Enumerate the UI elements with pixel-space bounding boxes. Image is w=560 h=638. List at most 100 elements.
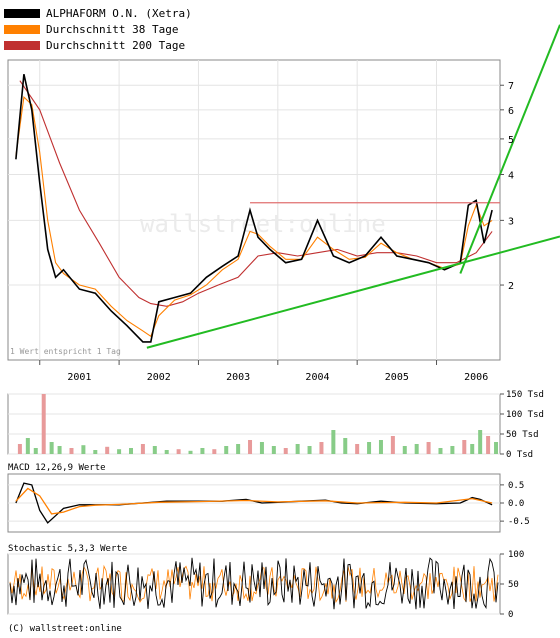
volume-bar: [33, 448, 38, 454]
price-y-tick-label: 6: [508, 106, 514, 117]
price-y-tick-label: 7: [508, 81, 514, 92]
volume-bar: [164, 450, 169, 454]
volume-bar: [355, 444, 360, 454]
price-y-tick-label: 4: [508, 170, 514, 181]
volume-bar: [57, 446, 62, 454]
volume-y-tick-label: 0 Tsd: [506, 450, 533, 460]
price-x-tick-label: 2002: [147, 372, 171, 383]
stochastic-y-tick-label: 100: [508, 550, 524, 560]
volume-bar: [81, 445, 86, 454]
macd-y-ticks: 0.5 0.0 -0.5: [500, 481, 530, 527]
volume-bar: [25, 438, 30, 454]
volume-bar: [212, 449, 217, 454]
price-series-line-2: [19, 80, 493, 307]
stochastic-grid: [8, 553, 500, 615]
volume-bar: [450, 446, 455, 454]
volume-bar: [140, 444, 145, 454]
volume-y-tick-unit: Tsd: [511, 450, 533, 460]
footer-copyright: (C) wallstreet:online: [8, 624, 122, 634]
volume-bar: [331, 430, 336, 454]
volume-bar: [17, 444, 22, 454]
legend-swatch-ma200: [4, 41, 40, 50]
volume-y-tick-label: 50 Tsd: [506, 430, 539, 440]
watermark: wallstreet:online: [140, 210, 386, 238]
stochastic-title: Stochastic 5,3,3 Werte: [8, 544, 127, 554]
macd-y-tick-label: 0.5: [508, 481, 524, 491]
volume-bar: [319, 442, 324, 454]
price-y-tick-label: 3: [508, 216, 514, 227]
price-panel: wallstreet:online 1 Wert entspricht 1 Ta…: [7, 24, 560, 383]
volume-bar: [462, 440, 467, 454]
macd-y-tick-label: 0.0: [508, 499, 524, 509]
macd-series-line-1: [15, 487, 493, 515]
price-x-tick-label: 2001: [67, 372, 91, 383]
macd-y-tick-label: -0.5: [508, 517, 530, 527]
volume-bar: [295, 444, 300, 454]
volume-bar: [224, 446, 229, 454]
volume-bar: [117, 449, 122, 454]
volume-y-tick-label: 150 Tsd: [506, 390, 544, 400]
volume-bar: [49, 442, 54, 454]
legend: ALPHAFORM O.N. (Xetra) Durchschnitt 38 T…: [4, 7, 192, 52]
volume-y-tick-value: 50: [506, 430, 517, 440]
volume-bar: [259, 442, 264, 454]
price-grid: [8, 60, 500, 360]
volume-grid: [8, 393, 500, 455]
legend-swatch-ma38: [4, 25, 40, 34]
volume-bar: [378, 440, 383, 454]
volume-bar: [414, 444, 419, 454]
trendline-1: [146, 235, 560, 349]
volume-bar: [152, 446, 157, 454]
volume-bar: [236, 444, 241, 454]
volume-bar: [176, 449, 181, 454]
price-annotations: [146, 24, 560, 349]
volume-bar: [93, 450, 98, 454]
volume-y-tick-unit: Tsd: [522, 390, 544, 400]
legend-label-ma200: Durchschnitt 200 Tage: [46, 39, 185, 52]
volume-y-tick-unit: Tsd: [522, 410, 544, 420]
stochastic-y-tick-label: 0: [508, 610, 513, 620]
price-x-tick-label: 2003: [226, 372, 250, 383]
volume-bar: [283, 448, 288, 454]
price-y-tick-label: 2: [508, 281, 514, 292]
volume-bar: [438, 448, 443, 454]
volume-bars: [17, 394, 499, 454]
volume-y-tick-label: 100 Tsd: [506, 410, 544, 420]
volume-y-tick-value: 150: [506, 390, 522, 400]
macd-panel: MACD 12,26,9 Werte 0.5 0.0 -0.5: [7, 463, 530, 533]
macd-title: MACD 12,26,9 Werte: [8, 463, 106, 473]
stochastic-signal-line: [9, 564, 499, 604]
legend-swatch-price: [4, 9, 40, 18]
volume-panel-frame: [7, 393, 501, 455]
volume-bar: [200, 448, 205, 454]
price-x-tick-label: 2004: [305, 372, 329, 383]
legend-label-price: ALPHAFORM O.N. (Xetra): [46, 7, 192, 20]
volume-bar: [402, 446, 407, 454]
trendline-2: [459, 24, 560, 274]
volume-bar: [41, 394, 46, 454]
price-x-ticks: 2001 2002 2003 2004 2005 2006: [39, 360, 488, 383]
volume-bar: [478, 430, 483, 454]
volume-bar: [470, 444, 475, 454]
legend-label-ma38: Durchschnitt 38 Tage: [46, 23, 178, 36]
stochastic-y-tick-label: 50: [508, 580, 519, 590]
volume-y-tick-unit: Tsd: [517, 430, 539, 440]
price-series-line-0: [15, 74, 493, 343]
stochastic-main-line: [9, 557, 499, 610]
volume-bar: [486, 436, 491, 454]
volume-bar: [105, 446, 110, 454]
volume-bar: [367, 442, 372, 454]
volume-bar: [188, 450, 193, 454]
volume-y-tick-value: 100: [506, 410, 522, 420]
volume-bar: [494, 442, 499, 454]
stochastic-lines: [9, 557, 499, 610]
volume-bar: [129, 448, 133, 454]
price-lines: [15, 74, 493, 343]
price-x-tick-label: 2005: [385, 372, 409, 383]
volume-bar: [426, 442, 431, 454]
stochastic-y-ticks: 0 50 100: [500, 550, 524, 620]
